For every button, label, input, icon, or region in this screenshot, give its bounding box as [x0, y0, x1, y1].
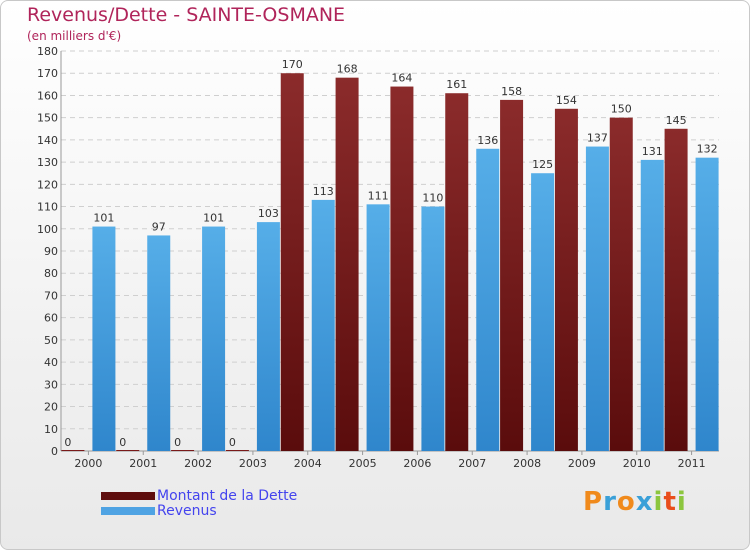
y-tick-label: 130 — [37, 156, 58, 169]
bar-revenus — [531, 173, 555, 451]
y-tick-label: 140 — [37, 134, 58, 147]
y-tick-label: 170 — [37, 67, 58, 80]
y-tick-label: 40 — [44, 356, 58, 369]
y-tick-label: 150 — [37, 112, 58, 125]
y-tick-label: 160 — [37, 89, 58, 102]
data-label-debt: 0 — [119, 436, 126, 449]
data-label-revenus: 125 — [532, 158, 553, 171]
logo-letter: P — [583, 487, 604, 517]
bar-debt — [609, 117, 633, 452]
data-label-revenus: 137 — [587, 132, 608, 145]
y-tick-label: 90 — [44, 245, 58, 258]
data-label-debt: 150 — [611, 103, 632, 116]
legend-label-debt: Montant de la Dette — [157, 487, 298, 504]
data-label-debt: 168 — [337, 63, 358, 76]
bar-revenus — [311, 199, 335, 451]
logo-letter: t — [663, 487, 677, 517]
legend-swatch-revenus — [101, 506, 155, 515]
data-label-debt: 0 — [174, 436, 181, 449]
legend-label-revenus: Revenus — [157, 502, 217, 519]
bar-revenus — [421, 206, 445, 451]
data-label-revenus: 101 — [203, 212, 224, 225]
proxiti-logo: Proxiti — [583, 487, 687, 517]
data-label-revenus: 111 — [368, 189, 389, 202]
x-tick-label: 2011 — [678, 457, 706, 470]
bar-revenus — [585, 146, 609, 452]
y-tick-label: 20 — [44, 401, 58, 414]
bar-debt — [445, 93, 469, 451]
bar-revenus — [640, 159, 664, 451]
x-tick-label: 2003 — [239, 457, 267, 470]
chart-title: Revenus/Dette - SAINTE-OSMANE — [27, 4, 346, 26]
x-tick-label: 2007 — [458, 457, 486, 470]
y-tick-label: 110 — [37, 201, 58, 214]
x-tick-label: 2005 — [349, 457, 377, 470]
x-tick-label: 2009 — [568, 457, 596, 470]
data-label-revenus: 113 — [313, 185, 334, 198]
legend-swatch-debt — [101, 491, 155, 500]
data-label-revenus: 101 — [93, 212, 114, 225]
x-tick-label: 2008 — [513, 457, 541, 470]
y-tick-label: 80 — [44, 267, 58, 280]
data-label-debt: 170 — [282, 58, 303, 71]
data-label-revenus: 131 — [642, 145, 663, 158]
x-tick-label: 2000 — [74, 457, 102, 470]
data-label-revenus: 97 — [152, 220, 166, 233]
y-tick-label: 0 — [51, 445, 58, 458]
y-tick-label: 50 — [44, 334, 58, 347]
data-label-debt: 154 — [556, 94, 577, 107]
y-tick-label: 30 — [44, 378, 58, 391]
y-tick-label: 70 — [44, 289, 58, 302]
bar-debt — [664, 128, 688, 451]
bar-debt — [390, 86, 414, 452]
data-label-debt: 0 — [64, 436, 71, 449]
bar-revenus — [476, 148, 500, 451]
x-tick-label: 2002 — [184, 457, 212, 470]
data-label-debt: 145 — [666, 114, 687, 127]
logo-letter: i — [676, 487, 687, 517]
data-label-debt: 158 — [501, 85, 522, 98]
bar-debt — [554, 108, 578, 452]
y-tick-label: 60 — [44, 312, 58, 325]
bar-revenus — [695, 157, 719, 451]
data-label-debt: 161 — [446, 78, 467, 91]
x-tick-label: 2004 — [294, 457, 322, 470]
legend-item-revenus: Revenus — [101, 502, 297, 519]
y-tick-label: 180 — [37, 45, 58, 58]
x-tick-label: 2006 — [403, 457, 431, 470]
chart-subtitle: (en milliers d'€) — [27, 29, 122, 43]
bar-debt — [500, 99, 524, 451]
data-label-revenus: 132 — [697, 143, 718, 156]
bar-revenus — [366, 204, 390, 451]
data-label-debt: 0 — [229, 436, 236, 449]
y-tick-label: 100 — [37, 223, 58, 236]
y-tick-label: 10 — [44, 423, 58, 436]
legend: Montant de la Dette Revenus — [101, 487, 298, 519]
bar-revenus — [256, 222, 280, 451]
data-label-debt: 164 — [391, 72, 412, 85]
x-tick-label: 2001 — [129, 457, 157, 470]
x-tick-label: 2010 — [623, 457, 651, 470]
logo-letter: x — [635, 487, 654, 517]
data-label-revenus: 136 — [477, 134, 498, 147]
logo-letter: i — [653, 487, 664, 517]
data-label-revenus: 110 — [422, 192, 443, 205]
bar-debt — [335, 77, 359, 452]
logo-letter: r — [603, 487, 617, 517]
logo-letter: o — [616, 487, 636, 517]
legend-item-debt: Montant de la Dette — [101, 487, 298, 504]
data-label-revenus: 103 — [258, 207, 279, 220]
bar-debt — [280, 73, 304, 451]
bar-revenus — [202, 226, 226, 451]
bar-revenus — [92, 226, 116, 451]
y-tick-label: 120 — [37, 178, 58, 191]
bar-revenus — [147, 235, 171, 451]
